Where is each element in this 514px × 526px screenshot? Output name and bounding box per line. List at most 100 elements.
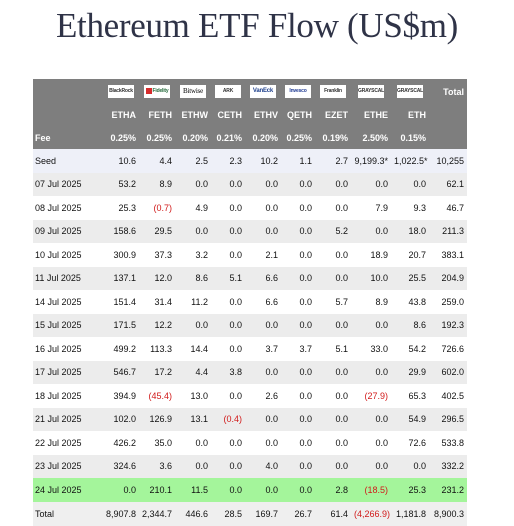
flow-cell: 0.0 (281, 290, 315, 314)
ticker-total-cell (429, 104, 467, 126)
flow-cell: 0.0 (315, 172, 351, 196)
total-column-header: Total (429, 79, 467, 104)
flow-cell: 0.0 (281, 172, 315, 196)
row-label: 17 Jul 2025 (33, 360, 103, 384)
flow-cell: 3.7 (245, 337, 281, 361)
table-row: 22 Jul 2025 426.2 35.0 0.0 0.0 0.0 0.0 0.0 0.0 72… (33, 431, 467, 455)
bitwise-logo: Bitwise (180, 85, 206, 98)
row-total-cell: 192.3 (429, 313, 467, 337)
fee-cell: 0.25% (103, 126, 139, 149)
flow-cell: 0.0 (245, 196, 281, 220)
table-row: 08 Jul 2025 25.3 (0.7) 4.9 0.0 0.0 0.0 0.0 7.9 9.… (33, 196, 467, 220)
flow-cell: 8.6 (391, 313, 429, 337)
flow-cell: 0.0 (315, 196, 351, 220)
flow-cell: 18.0 (391, 219, 429, 243)
flow-cell: 0.0 (351, 219, 391, 243)
flow-cell: 0.0 (315, 243, 351, 267)
flow-cell: 0.0 (281, 196, 315, 220)
flow-cell: 65.3 (391, 384, 429, 408)
flow-cell: 0.0 (391, 172, 429, 196)
row-total-cell: 231.2 (429, 478, 467, 502)
table-row: 16 Jul 2025 499.2 113.3 14.4 0.0 3.7 3.7 5.1 33.… (33, 337, 467, 361)
flow-cell: 0.0 (315, 407, 351, 431)
flow-cell: 0.0 (281, 360, 315, 384)
flow-cell: 14.4 (175, 337, 211, 361)
flow-cell: 29.5 (139, 219, 175, 243)
fee-cell: 0.15% (391, 126, 429, 149)
flow-cell: 0.0 (211, 290, 245, 314)
flow-cell: 72.6 (391, 431, 429, 455)
page-title: Ethereum ETF Flow (US$m) (55, 6, 459, 45)
flow-cell: 0.0 (245, 360, 281, 384)
flow-cell: 426.2 (103, 431, 139, 455)
row-label: 21 Jul 2025 (33, 407, 103, 431)
flow-cell: 10.2 (245, 149, 281, 173)
flow-cell: 0.0 (351, 313, 391, 337)
flow-cell: 3.7 (281, 337, 315, 361)
flow-cell: 2.3 (211, 149, 245, 173)
ticker-cell: QETH (281, 104, 315, 126)
row-total-cell: 602.0 (429, 360, 467, 384)
row-total-cell: 62.1 (429, 172, 467, 196)
flow-cell: 4.9 (175, 196, 211, 220)
flow-cell: 2.1 (245, 243, 281, 267)
flow-cell: 0.0 (175, 431, 211, 455)
flow-cell: 8.9 (351, 290, 391, 314)
flow-cell: 0.0 (281, 384, 315, 408)
table-row: 18 Jul 2025 394.9 (45.4) 13.0 0.0 2.6 0.0 0.0 (2… (33, 384, 467, 408)
fee-row: Fee 0.25% 0.25% 0.20% 0.21% 0.20% 0.25% … (33, 126, 467, 149)
flow-cell: 3.2 (175, 243, 211, 267)
grayscale-logo: GRAYSCALE (358, 85, 384, 98)
flow-cell: 0.0 (211, 337, 245, 361)
flow-cell: 0.0 (315, 431, 351, 455)
flow-cell: 0.0 (281, 266, 315, 290)
flow-cell: 0.0 (281, 407, 315, 431)
flow-cell: 61.4 (315, 501, 351, 526)
flow-cell: 3.8 (211, 360, 245, 384)
row-label: 15 Jul 2025 (33, 313, 103, 337)
flow-cell: 54.9 (391, 407, 429, 431)
flow-cell: 0.0 (391, 454, 429, 478)
grayscale-logo: GRAYSCALE (397, 85, 423, 98)
ticker-cell: ETHV (245, 104, 281, 126)
flow-cell: 11.2 (175, 290, 211, 314)
row-total-cell: 259.0 (429, 290, 467, 314)
row-total-cell: 383.1 (429, 243, 467, 267)
flow-cell: 0.0 (351, 454, 391, 478)
flow-cell: 0.0 (315, 313, 351, 337)
flow-cell: 2,344.7 (139, 501, 175, 526)
flow-cell: 10.0 (351, 266, 391, 290)
etf-flow-table: BlackRock Fidelity Bitwise ARK VanEck In… (33, 79, 467, 526)
flow-cell: 5.2 (315, 219, 351, 243)
flow-cell: 0.0 (211, 454, 245, 478)
flow-cell: 0.0 (315, 266, 351, 290)
flow-cell: 0.0 (281, 454, 315, 478)
fidelity-logo: Fidelity (144, 85, 170, 98)
flow-cell: 25.5 (391, 266, 429, 290)
flow-cell: 210.1 (139, 478, 175, 502)
fee-cell: 0.20% (175, 126, 211, 149)
flow-cell: 12.2 (139, 313, 175, 337)
flow-cell: 5.1 (211, 266, 245, 290)
row-total-cell: 402.5 (429, 384, 467, 408)
table-row: 23 Jul 2025 324.6 3.6 0.0 0.0 4.0 0.0 0.0 0.0 0.0… (33, 454, 467, 478)
table-row: 15 Jul 2025 171.5 12.2 0.0 0.0 0.0 0.0 0.0 0.0 8.… (33, 313, 467, 337)
flow-cell: 1,181.8 (391, 501, 429, 526)
flow-cell: 0.0 (315, 360, 351, 384)
flow-cell: 9,199.3* (351, 149, 391, 173)
flow-cell: 54.2 (391, 337, 429, 361)
flow-cell: 499.2 (103, 337, 139, 361)
flow-cell: (4,266.9) (351, 501, 391, 526)
flow-cell: 0.0 (245, 172, 281, 196)
flow-cell: 0.0 (175, 172, 211, 196)
blackrock-logo: BlackRock (108, 85, 134, 98)
flow-cell: 1.1 (281, 149, 315, 173)
flow-cell: 43.8 (391, 290, 429, 314)
fee-cell: 0.19% (315, 126, 351, 149)
fee-cell: 2.50% (351, 126, 391, 149)
flow-cell: 37.3 (139, 243, 175, 267)
row-total-cell: 8,900.3 (429, 501, 467, 526)
flow-cell: 0.0 (351, 360, 391, 384)
flow-cell: 446.6 (175, 501, 211, 526)
flow-cell: 9.3 (391, 196, 429, 220)
